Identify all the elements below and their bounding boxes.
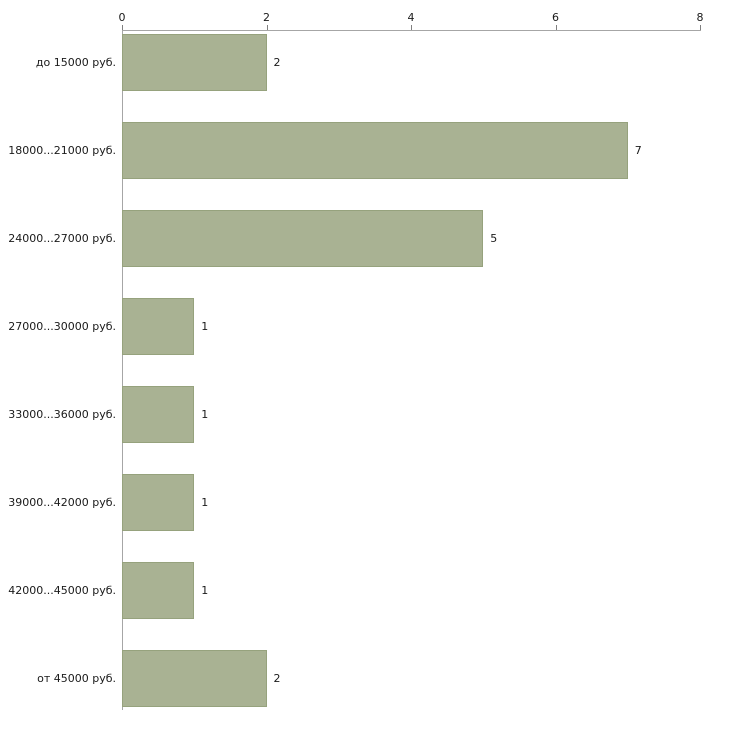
bar-row: 24000...27000 руб. 5 [0,210,730,295]
category-label: 24000...27000 руб. [8,232,116,245]
category-label: 27000...30000 руб. [8,320,116,333]
bar-row: 42000...45000 руб. 1 [0,562,730,647]
bar-value-label: 1 [201,408,209,421]
bar-row: от 45000 руб. 2 [0,650,730,730]
category-label: от 45000 руб. [37,672,116,685]
bar-line: 33000...36000 руб. 1 [0,386,730,443]
bar-value-label: 7 [634,144,642,157]
bar-value-label: 2 [273,672,281,685]
category-label: до 15000 руб. [35,56,116,69]
x-tick-mark [411,25,412,30]
bar-line: 39000...42000 руб. 1 [0,474,730,531]
bar [122,210,484,267]
bar-row: 18000...21000 руб. 7 [0,122,730,207]
x-tick-label: 8 [696,11,704,24]
bar-value-label: 1 [201,320,209,333]
x-tick-label: 4 [407,11,415,24]
bar-value-label: 2 [273,56,281,69]
x-tick-label: 2 [263,11,270,24]
bar [122,34,267,91]
bar-line: 27000...30000 руб. 1 [0,298,730,355]
bar [122,122,628,179]
x-tick-mark [555,25,557,30]
x-axis-line [122,30,701,31]
bar-row: 33000...36000 руб. 1 [0,386,730,471]
x-axis: 0 2 4 6 8 [118,0,704,30]
bar-row: 27000...30000 руб. 1 [0,298,730,383]
bar [122,650,267,707]
bar-line: 18000...21000 руб. 7 [0,122,730,179]
bar-value-label: 5 [490,232,498,245]
bar-value-label: 1 [201,496,209,509]
category-label: 42000...45000 руб. [8,584,116,597]
x-tick-label: 0 [118,11,126,24]
category-label: 18000...21000 руб. [8,144,116,157]
x-tick-label: 6 [552,11,559,24]
bar-rows: до 15000 руб. 2 18000...21000 руб. 7 24000..… [0,31,730,730]
y-axis-line [122,30,123,710]
bar-line: 42000...45000 руб. 1 [0,562,730,619]
bar [122,474,195,531]
bar-value-label: 1 [201,584,209,597]
bar-line: до 15000 руб. 2 [0,34,730,91]
bar [122,386,195,443]
x-tick-mark [266,25,268,30]
category-label: 39000...42000 руб. [8,496,116,509]
x-tick-mark [700,25,701,30]
bar-row: 39000...42000 руб. 1 [0,474,730,559]
bar [122,562,195,619]
bar-line: 24000...27000 руб. 5 [0,210,730,267]
x-tick-mark [122,25,123,30]
bar [122,298,195,355]
bar-line: от 45000 руб. 2 [0,650,730,707]
category-label: 33000...36000 руб. [8,408,116,421]
bar-row: до 15000 руб. 2 [0,34,730,119]
